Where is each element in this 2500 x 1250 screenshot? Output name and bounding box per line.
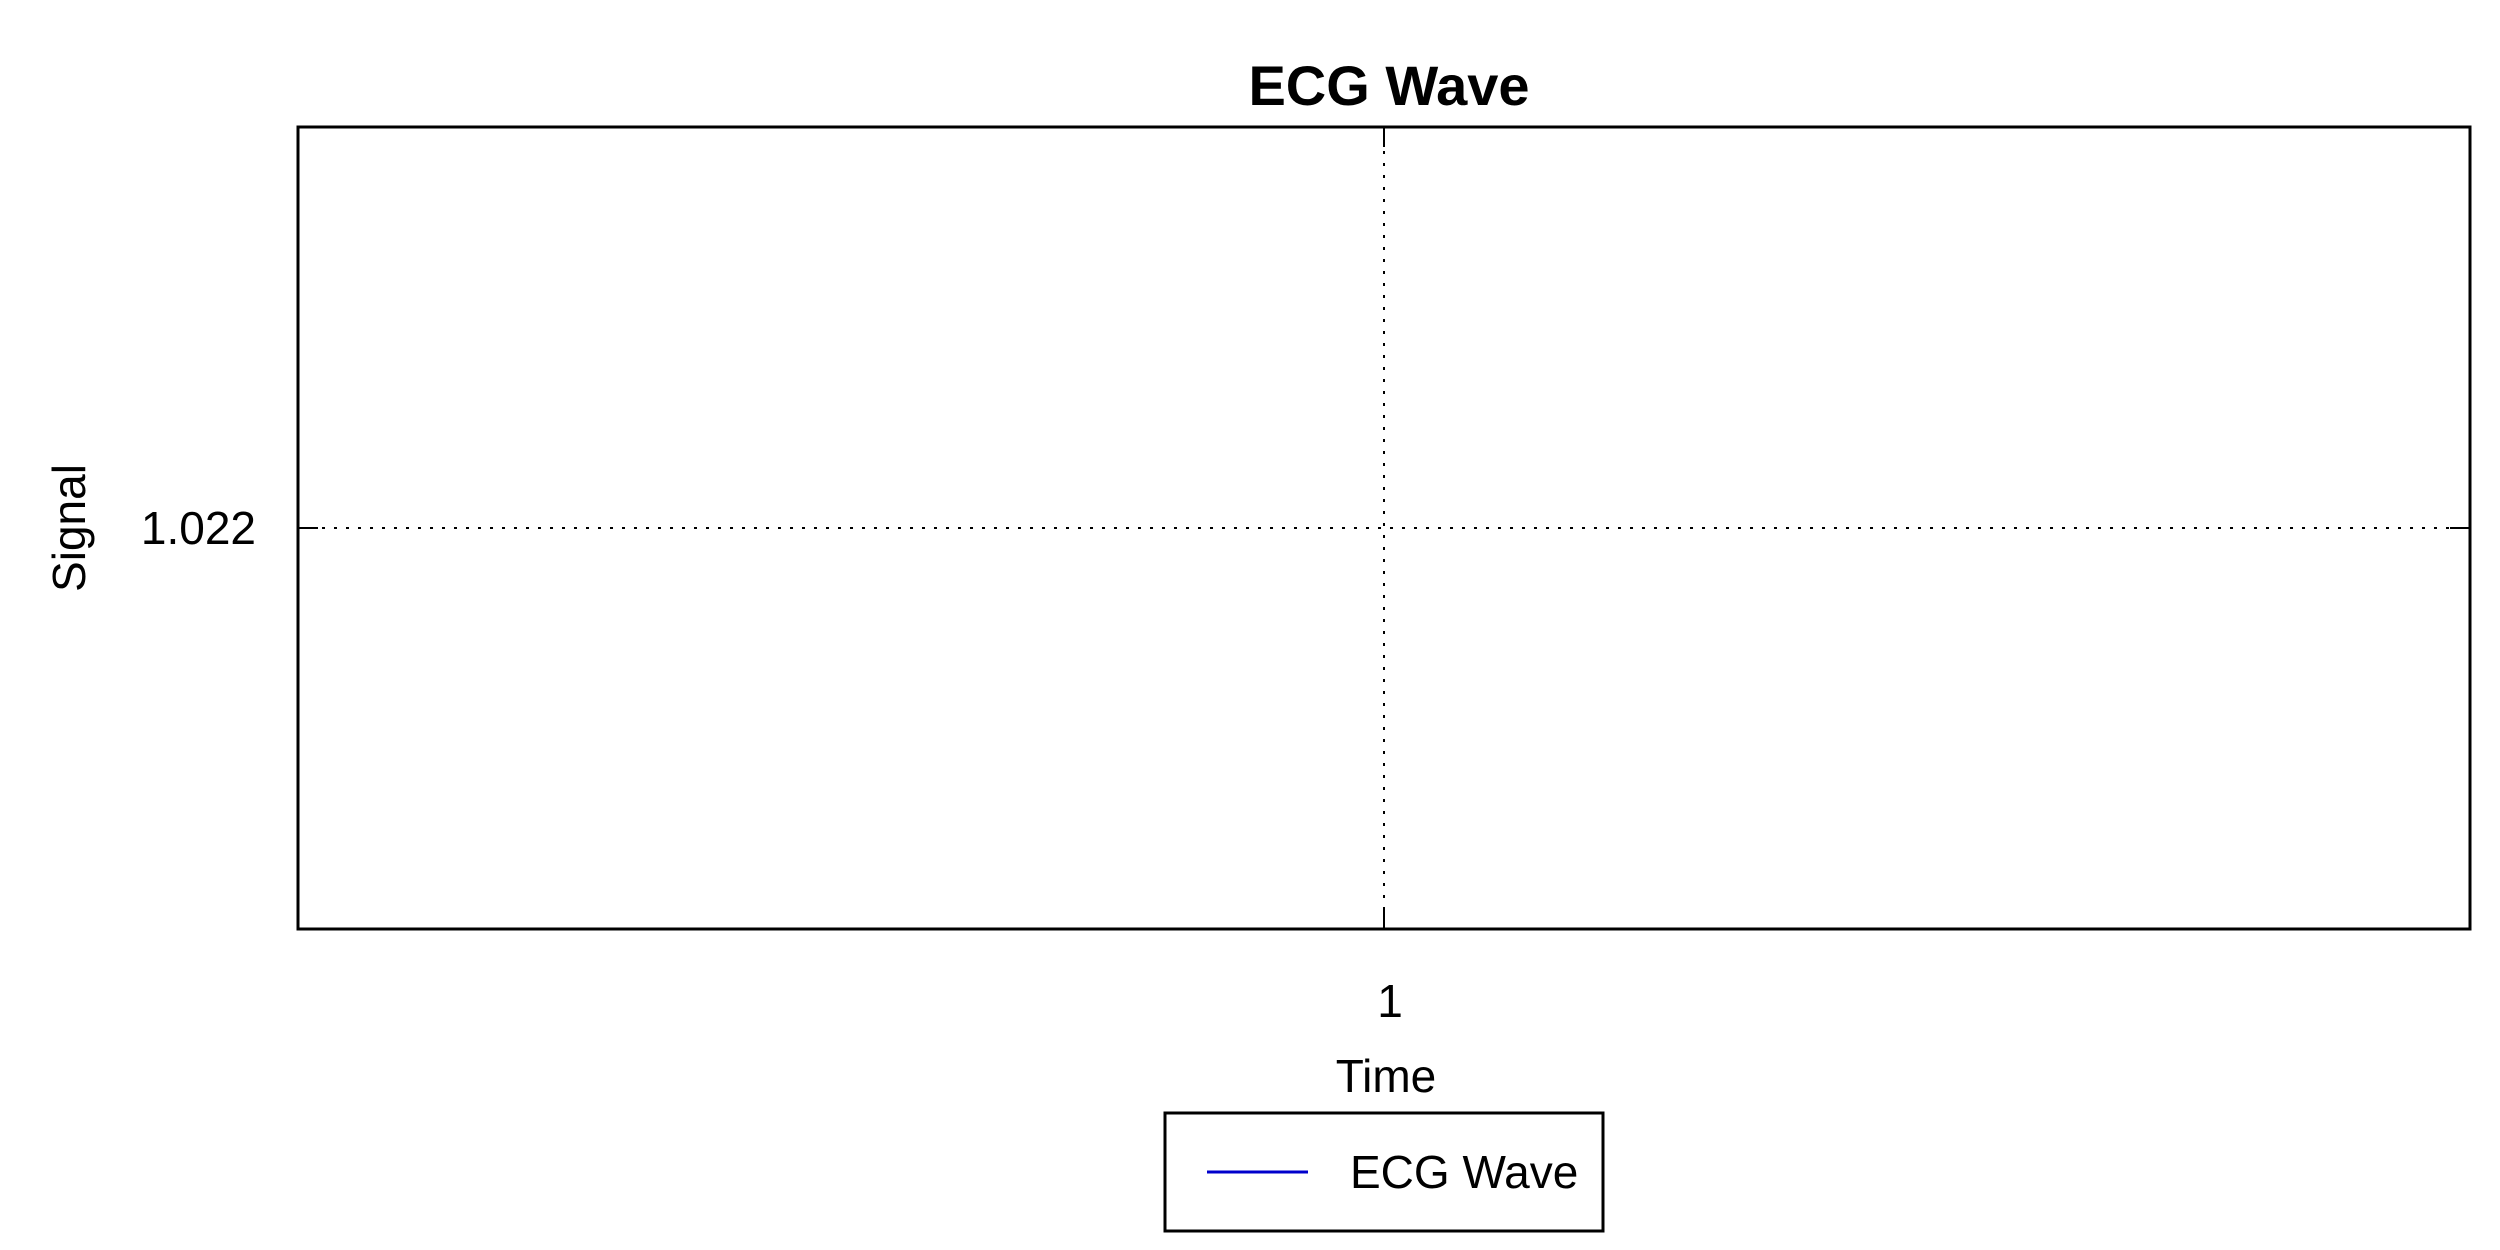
chart-title: ECG Wave: [1248, 54, 1529, 117]
legend: ECG Wave: [1163, 1111, 1605, 1233]
grid: [298, 127, 2470, 929]
x-axis-label: Time: [1336, 1050, 1437, 1102]
y-tick-label: 1.022: [141, 502, 256, 554]
y-axis-label: Signal: [43, 464, 95, 592]
ticks: 1 1.022: [141, 127, 2470, 1027]
legend-label-ecg-wave: ECG Wave: [1350, 1146, 1578, 1198]
x-tick-label: 1: [1377, 975, 1403, 1027]
